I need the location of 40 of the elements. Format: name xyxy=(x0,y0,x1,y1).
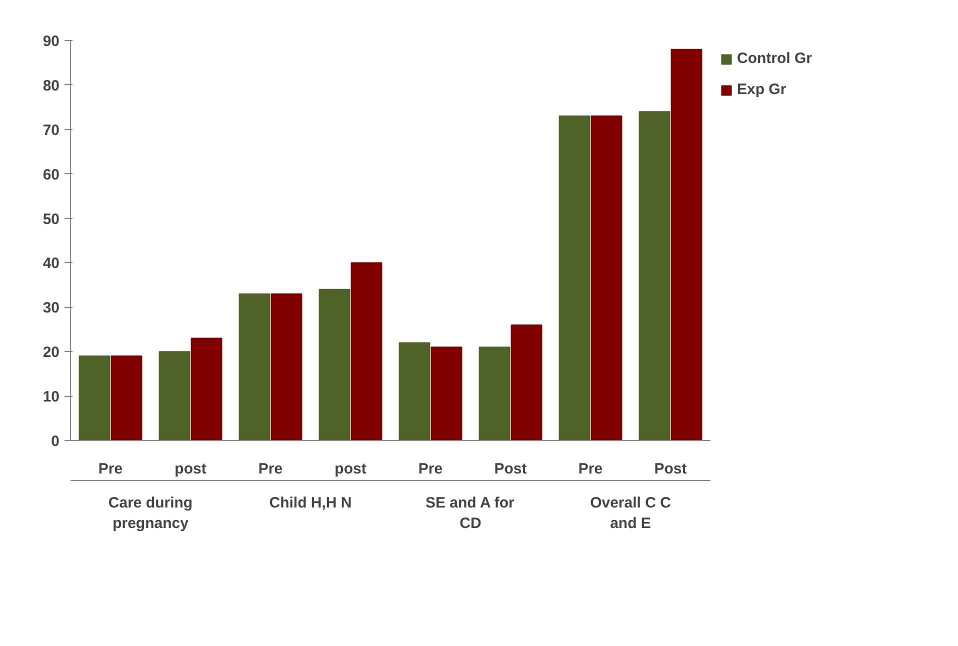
x-tick-label: post xyxy=(174,460,206,478)
bar xyxy=(638,111,670,440)
text: SE and A for CD xyxy=(425,494,515,532)
y-tick-label: 50 xyxy=(42,210,60,228)
text: Overall C C and E xyxy=(590,494,672,532)
x-tick-label: Pre xyxy=(578,460,603,478)
y-tick-label: 0 xyxy=(51,433,60,450)
bar xyxy=(670,48,702,440)
y-tick-label: 20 xyxy=(42,344,60,362)
legend-label: Control Gr xyxy=(737,50,812,67)
bar xyxy=(110,356,142,440)
bar xyxy=(398,342,430,440)
x-tick-label: Post xyxy=(654,460,687,478)
x-tick-label: Pre xyxy=(418,460,443,478)
bar xyxy=(558,116,590,440)
text: Care during pregnancy xyxy=(108,494,193,532)
legend-label: Exp Gr xyxy=(737,81,786,98)
x-tick-label: post xyxy=(334,460,366,478)
bar xyxy=(510,324,542,440)
bar xyxy=(430,346,462,440)
bar xyxy=(270,293,302,440)
y-tick-label: 40 xyxy=(42,255,60,272)
bar xyxy=(350,262,382,440)
text: Child H,H N xyxy=(269,494,352,512)
bar xyxy=(78,356,110,440)
bar xyxy=(478,346,510,440)
bar xyxy=(238,293,270,440)
y-tick-label: 60 xyxy=(42,166,60,184)
y-tick-label: 70 xyxy=(42,122,60,139)
bar xyxy=(190,338,222,440)
bar xyxy=(158,351,190,440)
y-tick-label: 80 xyxy=(42,77,60,94)
y-tick-label: 30 xyxy=(42,300,60,317)
x-tick-label: Pre xyxy=(98,460,123,478)
x-tick-label: Pre xyxy=(258,460,283,478)
x-tick-label: Post xyxy=(494,460,527,478)
y-tick-label: 90 xyxy=(42,33,60,50)
bar xyxy=(318,288,350,440)
bar xyxy=(590,116,622,440)
y-tick-label: 10 xyxy=(42,388,60,406)
